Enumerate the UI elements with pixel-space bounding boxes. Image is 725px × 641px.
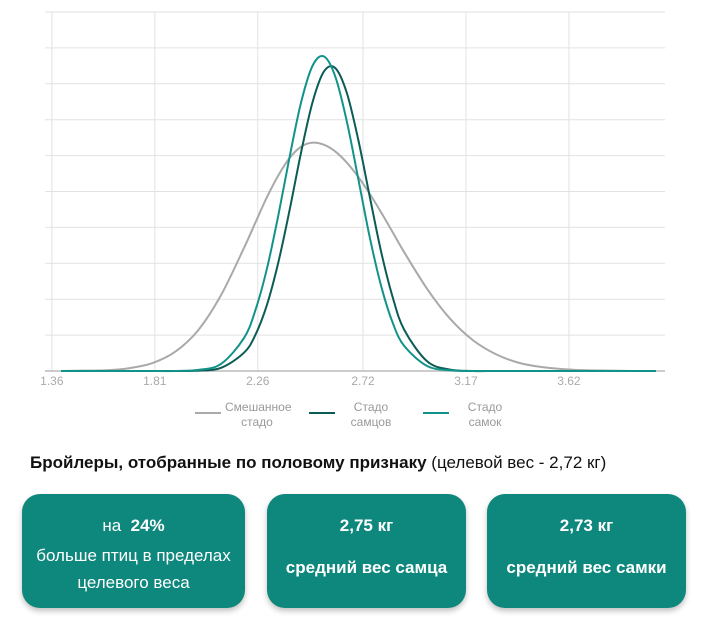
x-tick-label: 2.26	[246, 374, 270, 388]
legend-item: Смешанное стадо	[195, 400, 295, 430]
chart: 1.36 1.81 2.26 2.72 3.17 3.62	[40, 11, 665, 388]
x-tick-label: 3.62	[557, 374, 581, 388]
card-text: средний вес самки	[506, 558, 667, 577]
card-text: больше птиц в пределах целевого веса	[36, 546, 231, 592]
card-value: 2,73 кг	[559, 516, 614, 535]
card-value: 2,75 кг	[339, 516, 394, 535]
series-line	[61, 65, 656, 373]
legend-label: Стадо самок	[467, 400, 503, 429]
legend: Смешанное стадо Стадо самцов Стадо самок	[195, 400, 523, 430]
stat-card: 2,73 кг средний вес самки	[487, 494, 686, 608]
legend-swatch	[195, 412, 221, 414]
stat-card: 2,75 кг средний вес самца	[267, 494, 466, 608]
legend-label: Стадо самцов	[350, 400, 392, 429]
series-line	[61, 55, 656, 373]
stat-card: на 24% больше птиц в пределах целевого в…	[22, 494, 245, 608]
x-tick-label: 1.36	[40, 374, 64, 388]
legend-label: Смешанное стадо	[225, 400, 292, 429]
card-text: средний вес самца	[285, 558, 448, 577]
legend-swatch	[423, 412, 449, 414]
card-prefix: на	[102, 516, 122, 535]
subtitle-normal: (целевой вес - 2,72 кг)	[431, 453, 607, 472]
subtitle: Бройлеры, отобранные по половому признак…	[30, 453, 606, 473]
x-tick-label: 2.72	[351, 374, 375, 388]
legend-item: Стадо самцов	[309, 400, 409, 430]
x-tick-label: 3.17	[454, 374, 478, 388]
series-line	[60, 141, 656, 373]
subtitle-bold: Бройлеры, отобранные по половому признак…	[30, 453, 427, 472]
legend-swatch	[309, 412, 335, 414]
card-value: 24%	[130, 516, 165, 535]
x-tick-label: 1.81	[143, 374, 167, 388]
legend-item: Стадо самок	[423, 400, 523, 430]
